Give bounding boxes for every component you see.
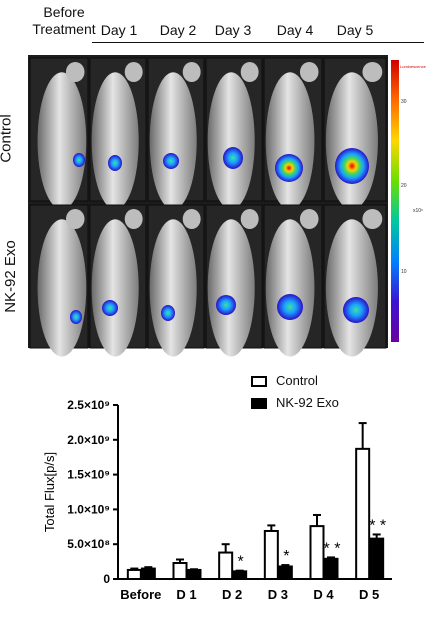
luminescence-signal	[161, 305, 175, 321]
column-header-1: Day 1	[100, 22, 138, 38]
mouse-head	[240, 209, 259, 229]
mouse-head	[299, 62, 319, 82]
bar-nk92-exo	[369, 537, 385, 581]
bioluminescence-imaging-panel: Luminescence 30 20 10 x10⁶	[28, 55, 426, 357]
mouse-body	[91, 219, 139, 357]
y-axis-label: Total Flux[p/s]	[42, 452, 57, 532]
y-tick-label: 2.0×10⁹	[67, 433, 110, 447]
mouse-body	[325, 219, 378, 357]
bar-control	[172, 561, 188, 581]
column-header-5: Day 5	[336, 22, 374, 38]
bar-control	[309, 525, 325, 581]
legend-label-nk92-exo: NK-92 Exo	[276, 395, 339, 410]
mouse-head	[182, 209, 201, 229]
luminescence-signal	[277, 294, 303, 320]
mouse-body	[265, 72, 315, 210]
y-tick-label: 5.0×10⁸	[67, 537, 110, 551]
luminescence-signal	[70, 310, 82, 324]
bar-control	[355, 447, 371, 580]
luminescence-signal	[216, 295, 236, 315]
legend-label-control: Control	[276, 373, 318, 388]
x-tick-label: D 3	[268, 587, 288, 602]
legend-swatch-control	[251, 376, 267, 387]
luminescence-signal	[163, 153, 179, 169]
bar-nk92-exo	[323, 557, 339, 580]
x-tick-label: D 5	[359, 587, 379, 602]
mouse-head	[240, 62, 259, 82]
mouse-head	[124, 209, 143, 229]
mouse-head	[124, 62, 143, 82]
significance-marker: * *	[324, 540, 341, 557]
mouse-head	[65, 209, 85, 229]
colorbar-tick-label: 10	[401, 269, 407, 275]
luminescence-signal	[335, 148, 369, 184]
significance-marker: *	[238, 554, 244, 571]
row-label-control: Control	[0, 114, 15, 163]
colorbar-tick-label: 30	[401, 99, 407, 105]
y-tick-label: 1.5×10⁹	[67, 468, 110, 482]
mouse-body	[149, 72, 197, 210]
bar-nk92-exo	[186, 568, 202, 580]
significance-marker: *	[283, 548, 289, 565]
mouse-body	[325, 72, 378, 210]
colorbar-tick-label: 20	[401, 183, 407, 189]
mouse-body	[265, 219, 315, 357]
bar-control	[263, 529, 279, 580]
bar-nk92-exo	[277, 565, 293, 580]
bar-nk92-exo	[232, 570, 248, 580]
y-tick-label: 1.0×10⁹	[67, 502, 110, 516]
y-tick-label: 2.5×10⁹	[67, 398, 110, 412]
mouse-head	[362, 209, 383, 229]
luminescence-signal	[343, 297, 369, 323]
mouse-body	[37, 219, 87, 357]
total-flux-bar-chart: 0 5.0×10⁸ 1.0×10⁹ 1.5×10⁹ 2.0×10⁹ 2.5×10⁹ Tota…	[42, 398, 392, 602]
row-label-nk92-exo: NK-92 Exo	[1, 240, 19, 313]
x-tick-label: D 2	[222, 587, 242, 602]
mouse-body	[91, 72, 139, 210]
bar-control	[126, 568, 142, 580]
luminescence-signal	[223, 147, 243, 169]
mouse-head	[299, 209, 319, 229]
significance-marker: * *	[369, 517, 386, 534]
mouse-head	[182, 62, 201, 82]
luminescence-signal	[275, 154, 303, 182]
luminescence-signal	[108, 155, 122, 171]
column-header-0: Before Treatment	[32, 4, 96, 37]
column-header-2: Day 2	[159, 22, 197, 38]
mouse-body	[149, 219, 197, 357]
legend-swatch-nk92-exo	[251, 398, 267, 409]
x-tick-label: D 4	[313, 587, 334, 602]
luminescence-signal	[73, 153, 85, 167]
bar-control	[218, 551, 234, 581]
mouse-head	[65, 62, 85, 82]
bar-nk92-exo	[140, 567, 156, 580]
column-header-4: Day 4	[276, 22, 314, 38]
mouse-body	[207, 72, 255, 210]
luminescence-signal	[102, 300, 118, 316]
x-tick-label: D 1	[176, 587, 196, 602]
luminescence-colorbar	[391, 60, 399, 342]
mouse-body	[37, 72, 87, 210]
mouse-head	[362, 62, 383, 82]
mouse-body	[207, 219, 255, 357]
x-tick-label: Before	[120, 587, 161, 602]
header-underline	[92, 42, 424, 43]
y-tick-label: 0	[103, 572, 110, 586]
column-header-3: Day 3	[214, 22, 252, 38]
colorbar-title: Luminescence	[400, 64, 426, 69]
colorbar-unit: x10⁶	[413, 208, 423, 214]
